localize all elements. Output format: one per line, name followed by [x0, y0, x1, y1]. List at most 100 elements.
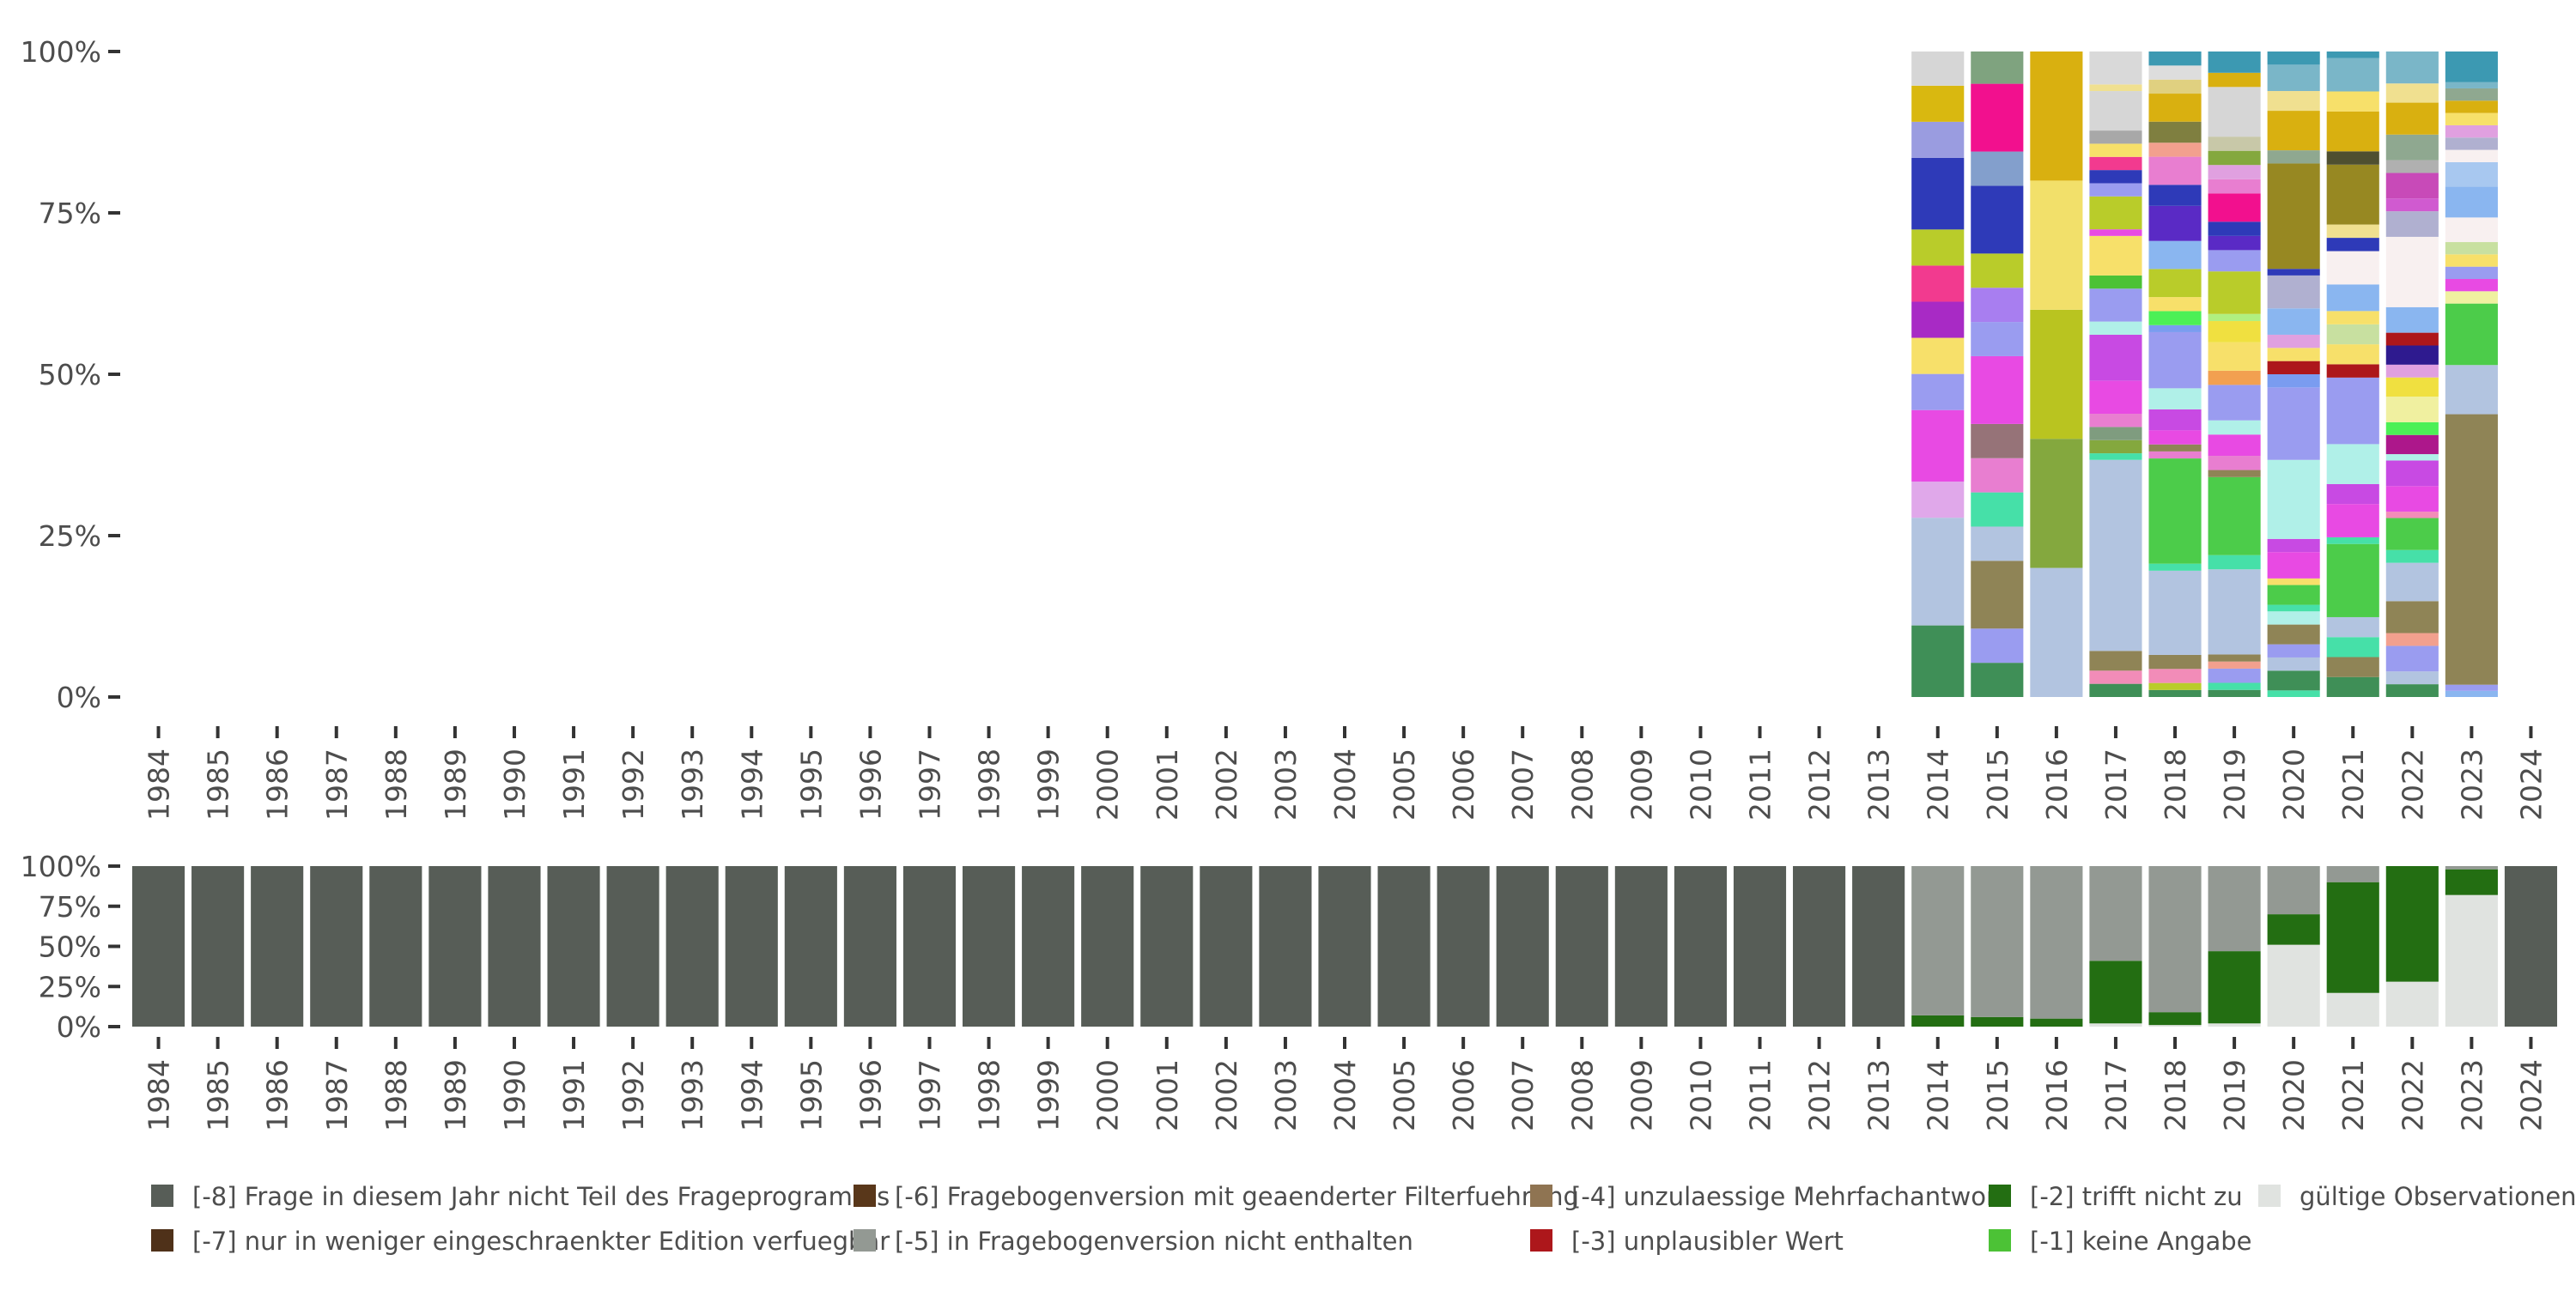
- top-xtick-label: 1989: [439, 749, 472, 821]
- top-xtick-label: 2019: [2218, 749, 2251, 821]
- bottom-bar-missing5-2016: [2030, 866, 2083, 1019]
- top-xtick-label: 2012: [1803, 749, 1837, 821]
- top-bar-segment-2023: [2445, 100, 2498, 113]
- bottom-bar-missing8-2000: [1081, 866, 1134, 1027]
- top-bar-segment-2015: [1971, 628, 2024, 664]
- bottom-bar-valid-2021: [2326, 992, 2379, 1027]
- top-bar-segment-2019: [2208, 193, 2261, 222]
- top-bar-segment-2017: [2089, 235, 2142, 276]
- top-bar-segment-2020: [2267, 604, 2320, 612]
- top-bar-segment-2022: [2385, 345, 2439, 365]
- top-bar-segment-2015: [1971, 151, 2024, 186]
- top-bar-segment-2023: [2445, 278, 2498, 292]
- top-bar-segment-2017: [2089, 52, 2142, 85]
- top-bar-segment-2018: [2148, 142, 2202, 157]
- top-bar-segment-2022: [2385, 684, 2439, 697]
- top-bar-segment-2020: [2267, 387, 2320, 460]
- top-bar-segment-2019: [2208, 689, 2261, 697]
- top-bar-segment-2018: [2148, 654, 2202, 670]
- top-bar-segment-2023: [2445, 217, 2498, 243]
- top-bar-segment-2017: [2089, 380, 2142, 415]
- top-bar-segment-2022: [2385, 671, 2439, 685]
- top-bar-segment-2022: [2385, 134, 2439, 161]
- top-bar-segment-2023: [2445, 414, 2498, 685]
- top-bar-segment-2022: [2385, 646, 2439, 672]
- bottom-bar-missing8-1992: [606, 866, 659, 1027]
- top-xtick-label: 1996: [854, 749, 887, 821]
- bottom-bar-missing8-1994: [725, 866, 778, 1027]
- top-bar-segment-2018: [2148, 409, 2202, 431]
- bottom-bar-missing8-2012: [1793, 866, 1846, 1027]
- top-bar-segment-2018: [2148, 240, 2202, 270]
- bottom-xtick-label: 2021: [2336, 1059, 2370, 1131]
- bottom-xtick-label: 2000: [1091, 1059, 1125, 1131]
- top-bar-segment-2014: [1911, 265, 1965, 302]
- top-bar-segment-2020: [2267, 269, 2320, 276]
- bottom-bar-missing5-2018: [2148, 866, 2202, 1013]
- bottom-xtick-label: 1991: [557, 1059, 591, 1131]
- legend-swatch-missing1: [1989, 1229, 2011, 1252]
- top-bar-segment-2021: [2326, 676, 2379, 697]
- bottom-xtick-label: 2006: [1447, 1059, 1480, 1131]
- top-bar-segment-2022: [2385, 198, 2439, 212]
- top-bar-segment-2022: [2385, 601, 2439, 633]
- top-bar-segment-2017: [2089, 229, 2142, 236]
- top-bar-segment-2020: [2267, 611, 2320, 625]
- top-xtick-label: 2004: [1328, 749, 1362, 821]
- bottom-xtick-label: 1998: [973, 1059, 1006, 1131]
- top-bar-segment-2018: [2148, 79, 2202, 94]
- bottom-bar-missing8-2008: [1555, 866, 1608, 1027]
- top-bar-segment-2017: [2089, 651, 2142, 671]
- top-xtick-label: 2015: [1981, 749, 2014, 821]
- top-bar-segment-2014: [1911, 373, 1965, 410]
- top-bar-segment-2022: [2385, 377, 2439, 397]
- top-bar-segment-2018: [2148, 269, 2202, 298]
- legend: [-8] Frage in diesem Jahr nicht Teil des…: [151, 1182, 2576, 1256]
- top-xtick-label: 2018: [2159, 749, 2192, 821]
- top-bar-segment-2014: [1911, 157, 1965, 230]
- top-bar-segment-2022: [2385, 83, 2439, 103]
- top-bar-segment-2016: [2030, 439, 2083, 568]
- top-bar-segment-2018: [2148, 570, 2202, 655]
- top-bar-segment-2020: [2267, 538, 2320, 553]
- top-bar-segment-2021: [2326, 311, 2379, 324]
- bottom-bar-missing5-2021: [2326, 866, 2379, 882]
- top-ytick-label: 50%: [39, 358, 101, 391]
- bottom-bar-missing8-2013: [1852, 866, 1905, 1027]
- top-xtick-label: 2002: [1210, 749, 1243, 821]
- top-bar-segment-2019: [2208, 661, 2261, 669]
- top-bar-segment-2017: [2089, 143, 2142, 157]
- top-bar-segment-2018: [2148, 185, 2202, 206]
- top-bar-segment-2021: [2326, 504, 2379, 537]
- top-bar-segment-2017: [2089, 183, 2142, 197]
- legend-swatch-missing4: [1530, 1185, 1552, 1207]
- top-bar-segment-2018: [2148, 444, 2202, 452]
- bottom-xtick-label: 2015: [1981, 1059, 2014, 1131]
- bottom-bar-missing8-2006: [1437, 866, 1490, 1027]
- top-xtick-label: 2017: [2099, 749, 2133, 821]
- top-bar-segment-2017: [2089, 439, 2142, 454]
- top-bar-segment-2020: [2267, 670, 2320, 691]
- top-bar-segment-2018: [2148, 388, 2202, 409]
- top-bar-segment-2020: [2267, 459, 2320, 539]
- top-panel-valid-answers: 0% 25% 50% 75% 100% 1984 1985 1986 1987 1988 1989 1…: [21, 35, 2549, 821]
- top-bar-segment-2021: [2326, 238, 2379, 252]
- top-bar-segment-2019: [2208, 313, 2261, 322]
- top-bar-segment-2021: [2326, 164, 2379, 225]
- legend-label-missing8: [-8] Frage in diesem Jahr nicht Teil des…: [192, 1182, 890, 1211]
- top-bar-segment-2023: [2445, 365, 2498, 415]
- top-bar-segment-2017: [2089, 170, 2142, 184]
- top-bar-segment-2020: [2267, 275, 2320, 309]
- top-bar-segment-2016: [2030, 52, 2083, 181]
- top-bar-segment-2019: [2208, 470, 2261, 477]
- top-xtick-label: 1998: [973, 749, 1006, 821]
- top-bar-segment-2022: [2385, 211, 2439, 237]
- top-bar-segment-2019: [2208, 221, 2261, 236]
- top-bar-segment-2017: [2089, 288, 2142, 322]
- legend-label-missing2: [-2] trifft nicht zu: [2030, 1182, 2243, 1211]
- top-bar-segment-2022: [2385, 434, 2439, 455]
- bottom-bar-missing5-2023: [2445, 866, 2498, 870]
- bottom-bar-missing8-1995: [784, 866, 837, 1027]
- bottom-xtick-label: 2020: [2277, 1059, 2311, 1131]
